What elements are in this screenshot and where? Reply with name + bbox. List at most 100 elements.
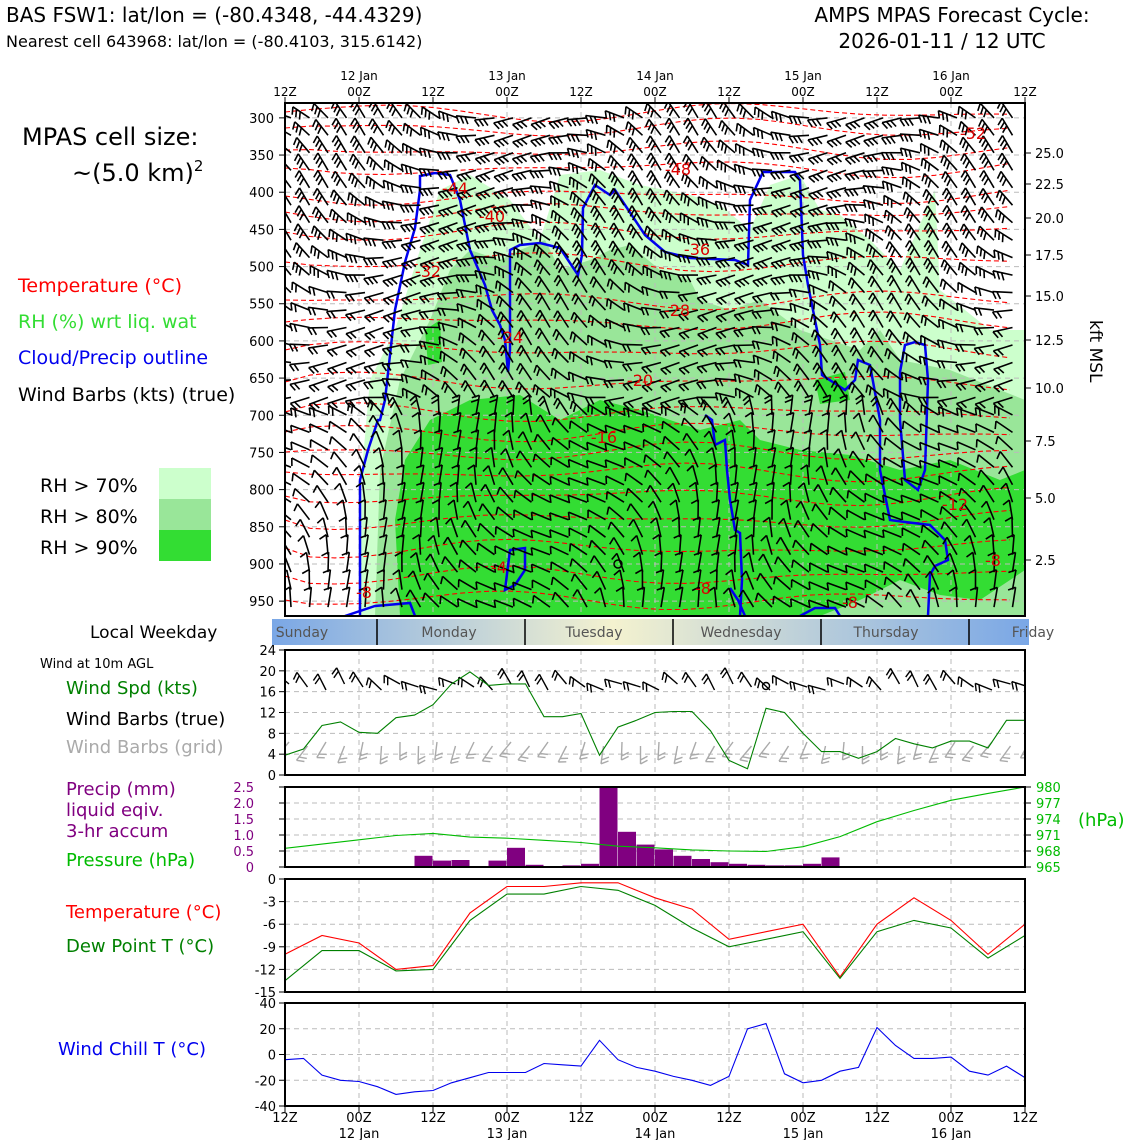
- upper-wind-barb: [547, 166, 569, 177]
- upper-wind-barb: [715, 179, 736, 192]
- upper-wind-barb: [770, 187, 791, 200]
- upper-wind-barb: [654, 551, 663, 573]
- upper-wind-barb: [863, 563, 884, 573]
- calm-wind-marker: [613, 559, 623, 569]
- upper-wind-barb: [647, 500, 662, 521]
- upper-wind-barb: [295, 518, 311, 538]
- upper-wind-barb: [609, 222, 625, 241]
- temperature-contour: [285, 290, 1011, 311]
- upper-wind-barb: [944, 552, 958, 573]
- upper-wind-barb: [752, 354, 773, 365]
- upper-wind-barb: [1004, 516, 1014, 538]
- upper-wind-barb: [830, 467, 847, 486]
- upper-wind-barb: [678, 309, 699, 322]
- pressure-line: [285, 787, 1025, 853]
- upper-wind-barb: [289, 379, 310, 391]
- upper-wind-barb: [347, 417, 366, 433]
- top-time-tick-label: 12Z: [421, 85, 445, 99]
- upper-wind-barb: [285, 266, 292, 276]
- upper-wind-barb: [997, 135, 1014, 154]
- upper-wind-barb: [730, 499, 740, 520]
- upper-wind-barb: [381, 239, 403, 250]
- upper-wind-barb: [479, 362, 496, 381]
- upper-wind-barb: [437, 110, 458, 123]
- precip-bar: [599, 787, 618, 867]
- upper-wind-barb: [855, 394, 866, 415]
- weekday-bar-background: [272, 619, 1029, 645]
- top-date-label: 14 Jan: [636, 69, 674, 83]
- upper-wind-barb: [401, 387, 421, 399]
- upper-wind-barb: [868, 292, 884, 311]
- upper-wind-barb: [492, 221, 514, 231]
- upper-wind-barb: [568, 176, 588, 190]
- upper-wind-barb: [919, 142, 939, 156]
- upper-wind-barb: [386, 103, 403, 119]
- upper-wind-barb: [394, 551, 403, 573]
- calm-wind-marker: [761, 681, 771, 691]
- upper-wind-barb: [514, 470, 533, 486]
- upper-wind-barb: [308, 406, 329, 418]
- upper-wind-barb: [330, 170, 348, 189]
- upper-wind-barb: [659, 269, 680, 281]
- upper-wind-barb: [636, 586, 646, 608]
- upper-wind-barb: [810, 313, 829, 329]
- upper-wind-barb: [751, 147, 773, 159]
- upper-wind-barb: [784, 464, 793, 485]
- upper-wind-barb: [802, 446, 811, 468]
- pressure-tick-label: 900: [249, 558, 274, 573]
- upper-wind-barb: [476, 542, 495, 556]
- upper-wind-barb: [349, 135, 366, 154]
- surface-wind-barb-grid: [481, 745, 494, 763]
- upper-wind-barb: [331, 135, 348, 154]
- upper-wind-barb: [902, 191, 921, 206]
- upper-wind-barb: [956, 441, 976, 451]
- upper-wind-barb: [400, 326, 421, 338]
- upper-wind-barb: [885, 241, 903, 259]
- upper-wind-barb: [955, 407, 976, 418]
- upper-wind-barb: [381, 344, 403, 356]
- surface-wind-barb-true: [365, 677, 382, 691]
- upper-wind-barb: [566, 133, 588, 143]
- upper-wind-barb: [1008, 569, 1017, 590]
- value-tick-label: -3: [263, 896, 276, 911]
- upper-wind-barb: [293, 153, 311, 171]
- legend-cloud: Cloud/Precip outline: [18, 347, 208, 369]
- upper-wind-barb: [810, 329, 829, 346]
- upper-wind-barb: [936, 360, 958, 369]
- upper-wind-barb: [760, 534, 773, 555]
- upper-wind-barb: [476, 298, 495, 311]
- upper-wind-barb: [534, 327, 551, 346]
- upper-wind-barb: [416, 464, 425, 485]
- value-tick-label: -12: [255, 963, 276, 978]
- upper-wind-barb: [309, 265, 329, 278]
- upper-wind-barb: [746, 429, 756, 450]
- upper-wind-barb: [355, 481, 366, 503]
- upper-wind-barb: [957, 261, 977, 277]
- upper-wind-barb: [415, 446, 424, 468]
- top-time-tick-label: 12Z: [1013, 85, 1037, 99]
- upper-wind-barb: [493, 582, 514, 591]
- upper-wind-barb: [825, 204, 847, 216]
- upper-wind-barb: [684, 448, 699, 468]
- upper-wind-barb: [418, 168, 440, 178]
- upper-wind-barb: [976, 225, 995, 241]
- upper-wind-barb: [886, 292, 903, 311]
- upper-wind-barb: [938, 318, 958, 330]
- upper-wind-barb: [418, 291, 440, 304]
- upper-wind-barb: [548, 180, 569, 193]
- upper-wind-barb: [711, 499, 720, 520]
- upper-wind-barb: [845, 597, 865, 608]
- upper-wind-barb: [374, 464, 385, 485]
- upper-wind-barb: [772, 575, 792, 591]
- upper-wind-barb: [512, 597, 532, 608]
- value-tick-label: -40: [255, 1100, 276, 1115]
- upper-wind-barb: [846, 261, 866, 276]
- upper-wind-barb: [844, 217, 865, 229]
- upper-wind-barb: [941, 240, 958, 259]
- upper-wind-barb: [975, 265, 995, 279]
- upper-wind-barb: [693, 551, 703, 573]
- upper-wind-barb: [549, 387, 569, 399]
- upper-wind-barb: [977, 206, 995, 224]
- upper-wind-barb: [960, 170, 977, 189]
